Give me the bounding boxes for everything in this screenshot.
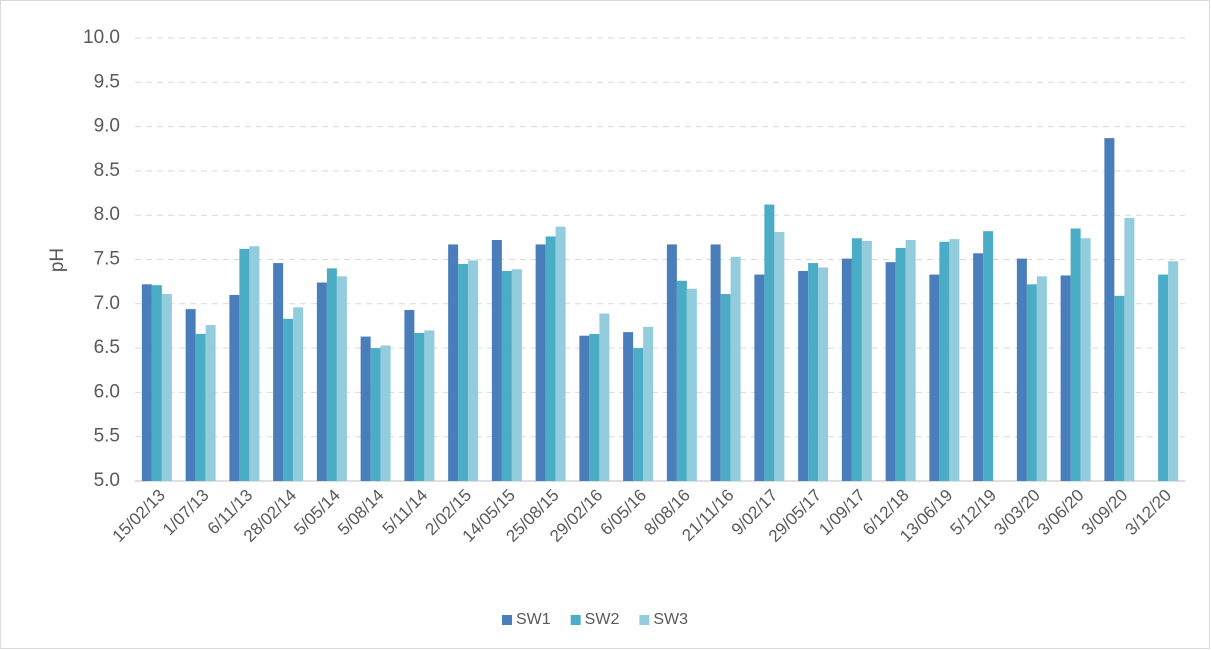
bar [1104,138,1115,482]
bar [798,271,809,481]
bar [273,263,284,481]
bar [316,282,327,481]
bar [599,313,610,481]
bar [239,248,250,481]
bar [380,345,391,481]
y-tick-label: 7.5 [94,249,120,270]
bar [1016,258,1027,481]
bar [1070,228,1081,481]
bar [293,307,304,481]
bar [885,262,896,481]
bar [949,239,960,481]
bar [468,260,479,481]
bar [929,274,940,481]
legend-swatch [639,615,650,625]
y-tick-label: 5.0 [94,470,120,491]
bar [895,247,906,481]
bar [861,240,872,481]
bar [424,330,435,481]
bar [1114,295,1125,481]
bar [983,231,994,481]
y-tick-label: 6.0 [94,381,120,402]
bar [676,280,687,481]
y-tick-label: 9.5 [94,71,120,92]
bar [905,240,916,481]
bar [249,246,260,481]
bar [511,269,522,481]
bar [686,288,697,481]
bar [404,310,415,481]
bar [623,332,634,481]
bar [774,232,785,481]
bar [555,226,566,481]
bar [1080,238,1091,481]
bar [545,236,556,481]
bar [1158,274,1169,481]
bar [360,336,371,481]
bar [841,258,852,481]
bar [326,268,337,481]
bar [448,244,459,481]
bar [195,333,206,481]
bar [589,333,600,481]
bar [666,244,677,481]
bar [643,326,654,481]
bar [818,267,829,481]
y-tick-label: 6.5 [94,337,120,358]
bar [851,238,862,481]
bar [1124,217,1135,481]
bar [1060,275,1071,481]
bar [1036,276,1047,481]
bar [205,325,216,481]
bar [939,241,950,481]
y-tick-label: 7.0 [94,293,120,314]
bar [491,240,502,481]
bar [414,333,425,481]
y-axis-label: pH [47,248,68,272]
bar [336,276,347,481]
bar [808,263,819,481]
legend-swatch [502,615,512,625]
legend-label: SW3 [653,611,688,628]
y-tick-label: 9.0 [94,116,120,137]
y-tick-label: 8.5 [94,160,120,181]
bar [973,253,984,481]
bar [185,309,196,481]
bar [1168,261,1179,481]
y-tick-label: 10.0 [83,27,120,48]
bar [754,274,765,481]
bar [633,348,644,481]
bar [1026,284,1037,481]
bar [370,348,381,481]
bar [151,285,162,481]
legend-swatch [570,615,581,625]
bar [535,244,546,481]
bar [458,263,469,481]
y-tick-label: 5.5 [94,426,120,447]
legend-label: SW2 [585,611,620,628]
bar [764,204,775,481]
y-tick-label: 8.0 [94,204,120,225]
bar [710,244,721,481]
bar [720,294,731,481]
bar [283,318,294,481]
legend-label: SW1 [516,611,551,628]
bar [141,284,152,481]
bar [501,271,512,481]
bar [161,294,172,481]
bar [579,335,590,481]
bar [229,294,240,481]
bar [730,256,741,481]
